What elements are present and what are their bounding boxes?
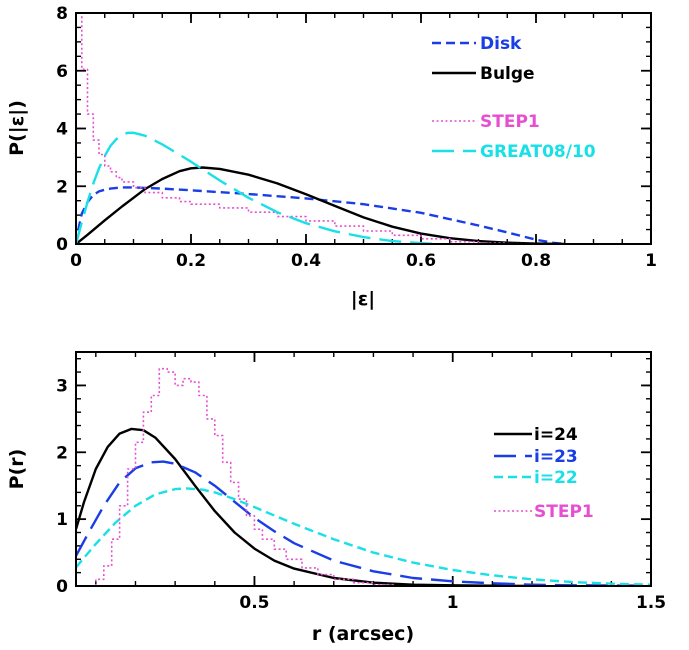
legend-label: i=23 (534, 447, 578, 467)
series-line-disk (76, 186, 565, 244)
legend-label: GREAT08/10 (480, 142, 596, 162)
series-line-i-22 (76, 487, 651, 586)
x-tick-label: 1 (645, 251, 657, 271)
series-line-i-23 (76, 460, 651, 586)
legend-label: STEP1 (480, 112, 540, 132)
x-axis-label: |ε| (351, 288, 375, 310)
y-tick-label: 4 (56, 120, 68, 140)
y-tick-label: 0 (56, 577, 68, 597)
minor-ticks (75, 12, 652, 245)
legend-label: Disk (480, 34, 522, 54)
x-axis-label: r (arcsec) (312, 623, 414, 645)
x-tick-label: 1.5 (636, 593, 666, 613)
y-tick-label: 0 (56, 235, 68, 255)
legend-label: STEP1 (534, 502, 594, 522)
y-tick-label: 3 (56, 376, 68, 396)
x-tick-label: 0 (70, 251, 82, 271)
x-tick-label: 0.2 (176, 251, 206, 271)
legend: i=24i=23i=22 STEP1 (494, 425, 594, 522)
series-line-bulge (76, 166, 565, 244)
plot-area (76, 367, 651, 586)
legend-label: Bulge (480, 64, 535, 84)
y-tick-label: 6 (56, 62, 68, 82)
series-line-step1 (95, 367, 394, 586)
legend: Disk Bulge STEP1 GREAT08/10 (432, 34, 596, 162)
series-line-great08-10 (76, 131, 439, 244)
panel-1: 0 0.2 0.4 0.6 0.8 1 0 2 4 6 8 |ε| P(|ε|) Disk Bulge STE… (6, 4, 657, 310)
panel-2: 0.5 1 1.5 0 1 2 3 r (arcsec) P(r) i=24i=23i=22 STE… (6, 351, 666, 645)
major-ticks (75, 12, 652, 245)
x-tick-label: 0.6 (406, 251, 436, 271)
y-tick-label: 1 (56, 510, 68, 530)
y-axis-label: P(|ε|) (6, 100, 28, 156)
legend-label: i=24 (534, 425, 578, 445)
y-tick-label: 2 (56, 443, 68, 463)
y-tick-label: 8 (56, 4, 68, 24)
legend-label: i=22 (534, 468, 578, 488)
series-line-i-24 (76, 427, 533, 586)
plot-area (76, 13, 565, 244)
x-tick-label: 0.8 (521, 251, 551, 271)
plot-frame (75, 351, 652, 587)
plot-frame (75, 12, 652, 245)
x-tick-label: 0.4 (291, 251, 321, 271)
y-tick-label: 2 (56, 177, 68, 197)
y-axis-label: P(r) (6, 449, 28, 490)
series-line-step1 (76, 13, 537, 244)
x-tick-label: 0.5 (239, 593, 269, 613)
x-tick-label: 1 (447, 593, 459, 613)
